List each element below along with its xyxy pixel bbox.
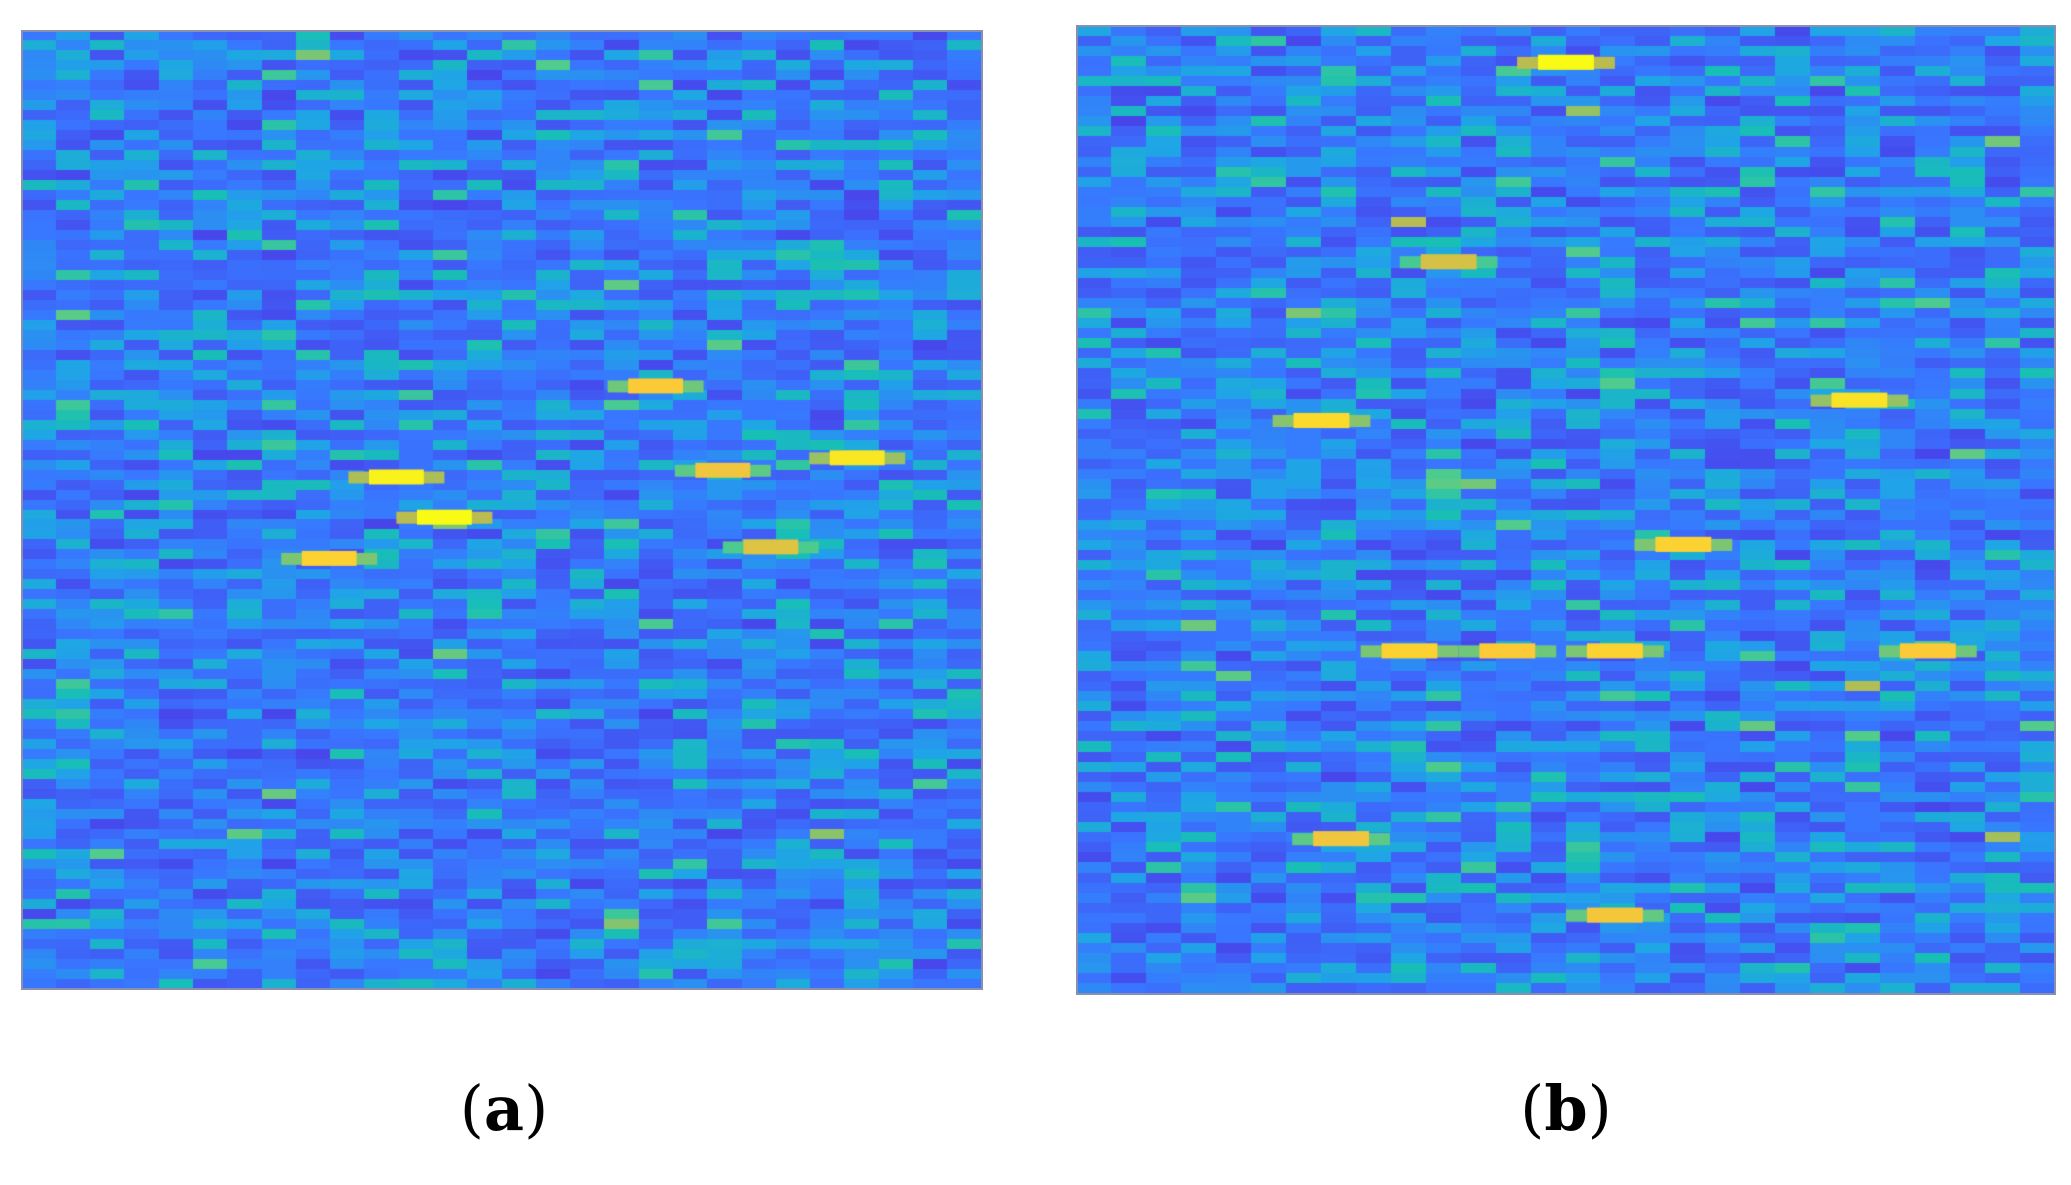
paren-close: ) [524,1072,549,1145]
heatmap-panel-a [21,30,983,990]
heatmap-a-canvas [21,30,983,990]
label-letter-b: b [1544,1072,1588,1145]
heatmap-panel-b [1076,25,2056,995]
heatmap-b-canvas [1076,25,2056,995]
paren-open: ( [1520,1072,1545,1145]
panel-label-a: (a) [404,1072,604,1145]
paren-open: ( [459,1072,484,1145]
label-letter-a: a [483,1072,525,1145]
panel-label-b: (b) [1466,1072,1666,1145]
paren-close: ) [1587,1072,1612,1145]
